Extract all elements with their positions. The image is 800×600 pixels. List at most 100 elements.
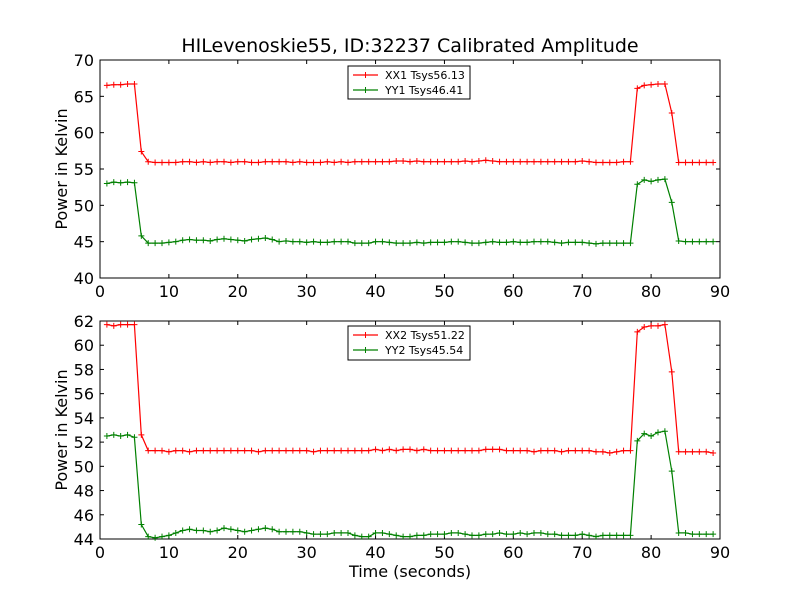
data-point bbox=[627, 158, 634, 165]
y-tick-label: 40 bbox=[74, 269, 94, 288]
data-point bbox=[613, 240, 620, 247]
data-point bbox=[531, 448, 537, 455]
data-point bbox=[131, 80, 138, 87]
data-point bbox=[475, 240, 482, 247]
data-point bbox=[586, 240, 593, 247]
data-point bbox=[703, 159, 710, 166]
data-point bbox=[193, 527, 200, 534]
y-tick-label: 62 bbox=[74, 312, 94, 331]
data-point bbox=[365, 158, 372, 165]
data-point bbox=[124, 80, 131, 87]
data-point bbox=[503, 239, 510, 246]
data-point bbox=[558, 448, 565, 455]
data-point bbox=[310, 531, 317, 538]
data-point bbox=[221, 158, 227, 165]
data-point bbox=[407, 158, 413, 165]
data-point bbox=[241, 237, 248, 244]
data-point bbox=[572, 447, 579, 454]
data-point bbox=[152, 534, 159, 541]
data-point bbox=[558, 158, 565, 165]
data-point bbox=[682, 238, 689, 245]
data-point bbox=[372, 446, 379, 453]
data-point bbox=[710, 450, 717, 457]
data-point bbox=[193, 159, 200, 166]
data-point bbox=[475, 158, 482, 165]
data-point bbox=[641, 430, 648, 437]
data-point bbox=[531, 238, 537, 245]
data-point bbox=[675, 529, 682, 536]
data-point bbox=[365, 533, 372, 540]
data-point bbox=[489, 446, 496, 453]
data-point bbox=[668, 468, 675, 475]
data-point bbox=[420, 240, 427, 247]
x-tick-label: 20 bbox=[228, 282, 248, 301]
data-point bbox=[324, 531, 331, 538]
data-point bbox=[420, 446, 427, 453]
data-point bbox=[248, 236, 255, 243]
data-point bbox=[131, 321, 138, 328]
data-point bbox=[689, 448, 696, 455]
legend-entry: XX2 Tsys51.22 bbox=[385, 329, 465, 342]
data-point bbox=[110, 179, 117, 186]
x-tick-label: 10 bbox=[159, 543, 179, 562]
data-point bbox=[324, 447, 331, 454]
data-point bbox=[372, 158, 379, 165]
data-point bbox=[179, 527, 186, 534]
x-tick-label: 90 bbox=[710, 543, 730, 562]
y-tick-label: 60 bbox=[74, 124, 94, 143]
data-point bbox=[475, 532, 482, 539]
data-point bbox=[159, 240, 165, 247]
data-point bbox=[131, 179, 138, 186]
data-point bbox=[310, 448, 317, 455]
y-tick-label: 52 bbox=[74, 433, 94, 452]
legend: XX1 Tsys56.13 YY1 Tsys46.41 bbox=[347, 65, 471, 100]
data-point bbox=[110, 431, 117, 438]
data-point bbox=[648, 81, 655, 88]
data-point bbox=[262, 447, 269, 454]
data-point bbox=[661, 428, 668, 435]
data-point bbox=[338, 158, 345, 165]
data-point bbox=[441, 239, 448, 246]
data-point bbox=[110, 81, 117, 88]
data-point bbox=[117, 321, 124, 328]
data-point bbox=[117, 81, 124, 88]
data-point bbox=[179, 158, 186, 165]
data-point bbox=[427, 158, 434, 165]
data-point bbox=[241, 158, 248, 165]
x-axis-label: Time (seconds) bbox=[348, 562, 471, 581]
data-point bbox=[510, 531, 517, 538]
data-point bbox=[283, 528, 289, 535]
data-point bbox=[400, 446, 407, 453]
data-point bbox=[661, 321, 668, 328]
data-point bbox=[696, 531, 703, 538]
data-point bbox=[393, 532, 400, 539]
data-point bbox=[579, 239, 586, 246]
data-point bbox=[338, 529, 345, 536]
data-point bbox=[455, 238, 462, 245]
data-point bbox=[283, 447, 289, 454]
data-point bbox=[400, 240, 407, 247]
legend-entry: XX1 Tsys56.13 bbox=[385, 69, 465, 82]
data-point bbox=[668, 368, 675, 375]
data-point bbox=[482, 157, 489, 164]
data-point bbox=[641, 82, 648, 89]
data-point bbox=[606, 159, 613, 166]
data-point bbox=[586, 532, 593, 539]
data-point bbox=[413, 239, 420, 246]
data-point bbox=[186, 236, 193, 243]
data-point bbox=[172, 447, 179, 454]
y-tick-label: 60 bbox=[74, 336, 94, 355]
data-point bbox=[255, 235, 262, 242]
data-point bbox=[434, 531, 441, 538]
x-tick-label: 70 bbox=[572, 543, 592, 562]
data-point bbox=[234, 447, 241, 454]
data-point bbox=[262, 158, 269, 165]
data-point bbox=[510, 447, 517, 454]
data-point bbox=[634, 328, 641, 335]
data-point bbox=[365, 240, 372, 247]
data-point bbox=[627, 447, 634, 454]
data-point bbox=[145, 447, 152, 454]
data-point bbox=[593, 159, 599, 166]
data-point bbox=[138, 232, 145, 239]
